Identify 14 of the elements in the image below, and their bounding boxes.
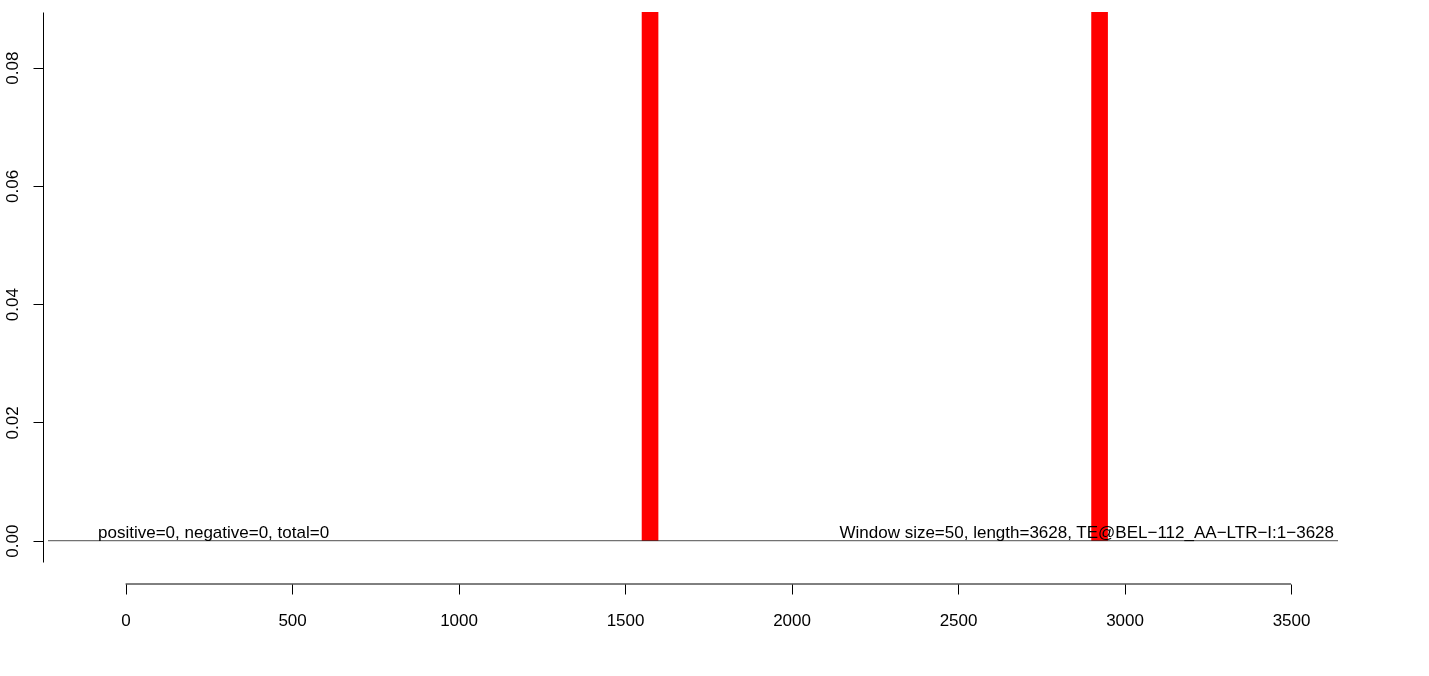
y-tick-label: 0.00 [2,524,22,558]
x-tick-label: 3000 [1106,610,1144,630]
y-tick-label: 0.08 [2,51,22,85]
x-tick-label: 2000 [773,610,811,630]
y-tick-label: 0.04 [2,288,22,322]
x-tick-label: 1500 [606,610,645,630]
x-tick-label: 1000 [440,610,478,630]
y-tick-label: 0.06 [2,169,22,203]
x-tick-label: 500 [278,610,307,630]
y-tick-label: 0.02 [2,406,22,440]
x-tick-label: 0 [121,610,131,630]
annotation: positive=0, negative=0, total=0 [98,522,330,542]
x-tick-label: 2500 [939,610,978,630]
x-tick-label: 3500 [1272,610,1311,630]
